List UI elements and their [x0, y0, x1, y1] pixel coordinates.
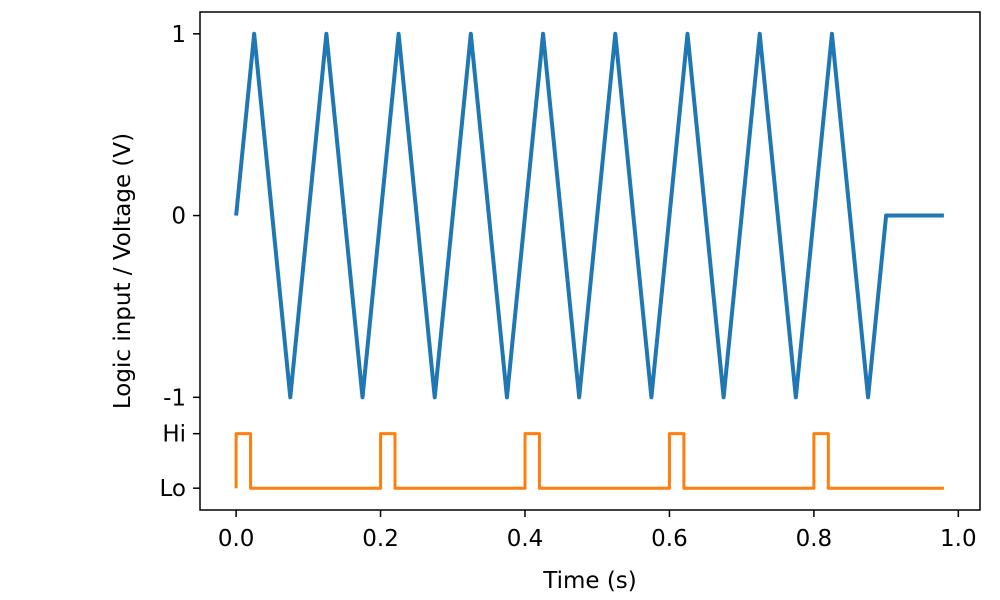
series-line-1: [234, 31, 944, 400]
series-line-2: [234, 432, 944, 490]
y-axis-label: Logic input / Voltage (V): [110, 133, 136, 409]
x-tick-label: 0.4: [507, 526, 544, 552]
x-tick-label: 0.0: [218, 526, 255, 552]
x-tick-label: 1.0: [940, 526, 977, 552]
y-tick-label: 0: [171, 204, 186, 230]
y-tick-label: 1: [171, 22, 186, 48]
y-tick-label: -1: [163, 385, 186, 411]
plot-frame: [199, 11, 981, 511]
y-tick-label: Lo: [160, 476, 186, 502]
x-axis-label: Time (s): [542, 568, 637, 594]
x-tick-label: 0.2: [362, 526, 399, 552]
series-layer: [234, 31, 944, 490]
ticks-layer: 0.0 0.2 0.4 0.6 0.8 1.0 1 0 -1 Hi Lo: [160, 22, 977, 552]
x-tick-label: 0.6: [651, 526, 688, 552]
y-tick-label: Hi: [162, 422, 186, 448]
x-tick-label: 0.8: [796, 526, 833, 552]
